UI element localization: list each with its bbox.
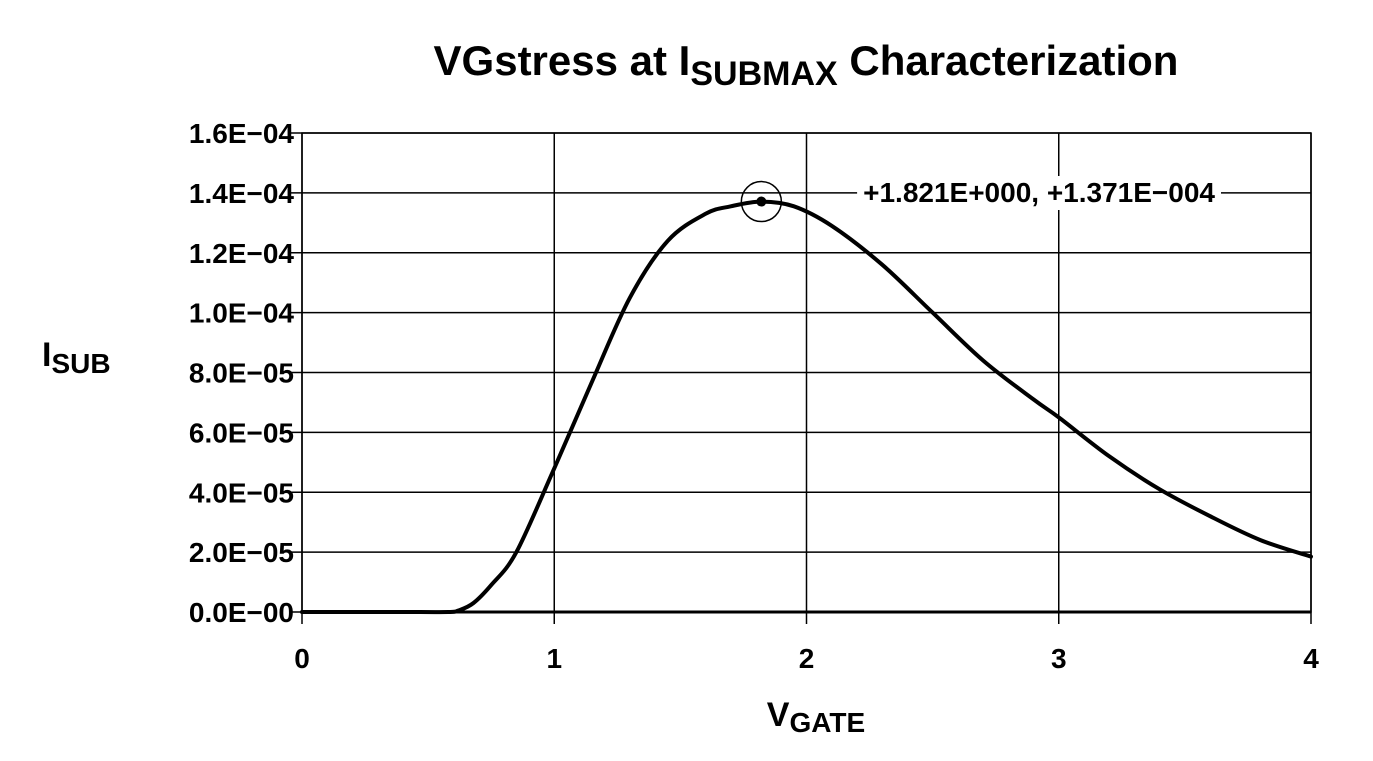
peak-marker-label: +1.821E+000, +1.371E−004 (863, 177, 1215, 208)
y-tick-labels: 0.0E−00 2.0E−05 4.0E−05 6.0E−05 8.0E−05 1.0E−… (189, 118, 295, 628)
series-line (300, 199, 1313, 615)
peak-marker-dot (756, 196, 767, 207)
x-tick-label: 0 (294, 643, 310, 674)
y-tick-label: 1.2E−04 (189, 238, 295, 269)
y-tick-label: 1.4E−04 (189, 178, 295, 209)
y-tick-label: 1.6E−04 (189, 118, 295, 149)
x-axis-label-subscript: GATE (789, 707, 865, 738)
x-axis-label-main: V (767, 696, 790, 734)
x-tick-label: 3 (1051, 643, 1067, 674)
y-axis-label-subscript: SUB (51, 348, 110, 379)
chart-title-main: VGstress at I (434, 37, 691, 84)
x-tick-label: 4 (1303, 643, 1319, 674)
x-tick-labels: 0 1 2 3 4 (294, 643, 1319, 674)
grid (290, 132, 1312, 624)
chart-title-subscript: SUBMAX (690, 55, 838, 93)
y-tick-label: 6.0E−05 (189, 417, 294, 448)
x-axis-label: VGATE (767, 696, 865, 738)
x-tick-label: 2 (799, 643, 815, 674)
y-tick-label: 1.0E−04 (189, 298, 295, 329)
chart-title-suffix: Characterization (838, 37, 1179, 84)
x-tick-label: 1 (546, 643, 562, 674)
y-tick-label: 4.0E−05 (189, 477, 294, 508)
peak-marker-ring (740, 180, 783, 223)
y-axis-label: ISUB (42, 336, 111, 379)
y-axis-label-main: I (42, 336, 51, 374)
y-tick-label: 8.0E−05 (189, 358, 294, 389)
y-tick-label: 2.0E−05 (189, 537, 294, 568)
y-tick-label: 0.0E−00 (189, 597, 294, 628)
chart-title: VGstress at ISUBMAX Characterization (434, 37, 1179, 93)
peak-marker: +1.821E+000, +1.371E−004 (740, 176, 1221, 223)
peak-marker-label-bg (857, 176, 1221, 210)
